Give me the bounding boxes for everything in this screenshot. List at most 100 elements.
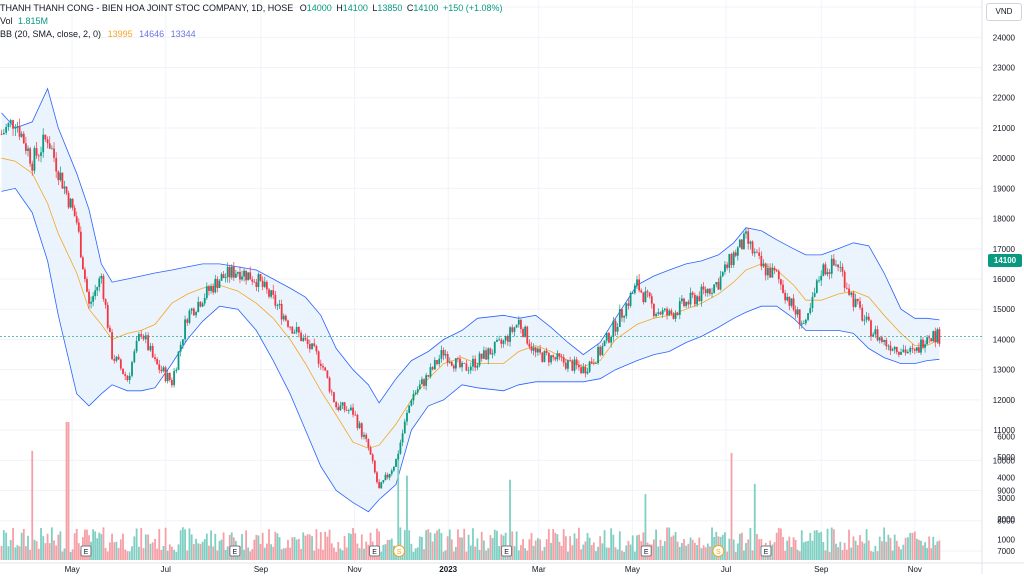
volume-bar — [907, 537, 909, 560]
candle-body — [633, 285, 636, 294]
volume-bar — [706, 543, 709, 560]
candle-body — [287, 320, 289, 327]
volume-bar — [335, 551, 338, 560]
volume-bar — [918, 539, 920, 560]
candle-body — [352, 407, 354, 415]
candle-body — [539, 348, 541, 353]
candle-body — [902, 349, 905, 352]
volume-bar — [498, 546, 501, 560]
price-tick-label: 7000 — [997, 547, 1015, 556]
volume-bar — [863, 543, 866, 560]
volume-bar — [751, 550, 754, 560]
candle-body — [472, 358, 474, 367]
volume-bar — [567, 551, 569, 560]
candle-body — [852, 292, 855, 307]
volume-bar — [326, 536, 329, 560]
volume-bar — [616, 549, 619, 560]
candle-body — [758, 252, 761, 256]
volume-bar — [798, 551, 801, 560]
volume-bar — [444, 550, 447, 560]
volume-bar — [681, 542, 683, 560]
volume-bar — [530, 532, 533, 560]
candle-body — [575, 359, 578, 365]
candle-body — [926, 337, 929, 345]
volume-bar — [560, 545, 563, 560]
volume-tick-label: 3000 — [997, 494, 1015, 503]
volume-bar — [42, 536, 45, 560]
volume-bar — [693, 542, 696, 560]
volume-bar — [160, 549, 163, 560]
volume-bar — [743, 550, 745, 560]
candle-body — [197, 301, 200, 313]
volume-bar — [65, 422, 68, 560]
candle-body — [751, 241, 754, 254]
volume-bar — [556, 534, 559, 560]
candle-body — [938, 329, 941, 344]
candle-body — [104, 299, 107, 305]
candle-body — [482, 350, 485, 359]
candle-body — [790, 298, 793, 306]
candle-body — [48, 143, 51, 149]
candle-body — [554, 357, 557, 360]
candle-body — [511, 327, 514, 332]
candle-body — [96, 287, 99, 291]
candle-body — [826, 272, 829, 275]
volume-bar — [804, 541, 807, 560]
volume-bar — [678, 546, 681, 560]
candle-body — [412, 394, 415, 401]
volume-bar — [824, 550, 827, 560]
legend-change: +150 (+1.08%) — [442, 3, 503, 13]
volume-bar — [140, 528, 143, 560]
volume-bar — [900, 549, 902, 560]
volume-bar — [618, 531, 621, 560]
volume-bar — [891, 550, 894, 560]
candle-body — [199, 301, 202, 307]
candle-body — [681, 298, 683, 302]
candle-body — [94, 290, 97, 297]
candle-body — [569, 360, 572, 362]
price-tick-label: 10000 — [993, 456, 1016, 465]
candle-body — [918, 347, 920, 353]
volume-bar — [192, 543, 195, 560]
volume-bar — [270, 544, 273, 560]
volume-bar — [924, 542, 926, 560]
volume-bar — [528, 539, 531, 560]
volume-bar — [659, 539, 662, 560]
candle-body — [304, 337, 307, 340]
volume-bar — [936, 541, 939, 560]
volume-bar — [668, 527, 671, 560]
candle-body — [280, 303, 283, 320]
currency-button[interactable]: VND — [986, 3, 1022, 21]
candle-body — [476, 365, 479, 368]
candle-body — [397, 453, 400, 460]
candle-body — [545, 350, 548, 353]
candle-body — [440, 350, 443, 359]
volume-bar — [575, 538, 578, 560]
candle-body — [872, 334, 875, 337]
time-tick-label: May — [625, 565, 640, 574]
candle-body — [843, 271, 846, 288]
candle-body — [142, 335, 145, 340]
candle-body — [164, 367, 167, 382]
candle-body — [208, 286, 210, 291]
volume-bar — [885, 541, 888, 560]
volume-bar — [758, 539, 761, 560]
candle-body — [297, 326, 300, 333]
time-tick-label: Nov — [908, 565, 922, 574]
candle-body — [315, 346, 318, 352]
candle-body — [891, 349, 894, 351]
candle-body — [395, 459, 397, 467]
volume-tick-label: 5000 — [997, 453, 1015, 462]
split-marker — [393, 545, 406, 557]
candle-body — [595, 363, 597, 364]
candle-body — [423, 379, 425, 386]
candle-body — [237, 272, 239, 274]
price-tick-label: 13000 — [993, 366, 1016, 375]
volume-bar — [315, 529, 318, 560]
legend-high: 14100 — [342, 3, 368, 13]
candle-body — [678, 301, 681, 315]
legend-high-label: H — [336, 3, 343, 13]
